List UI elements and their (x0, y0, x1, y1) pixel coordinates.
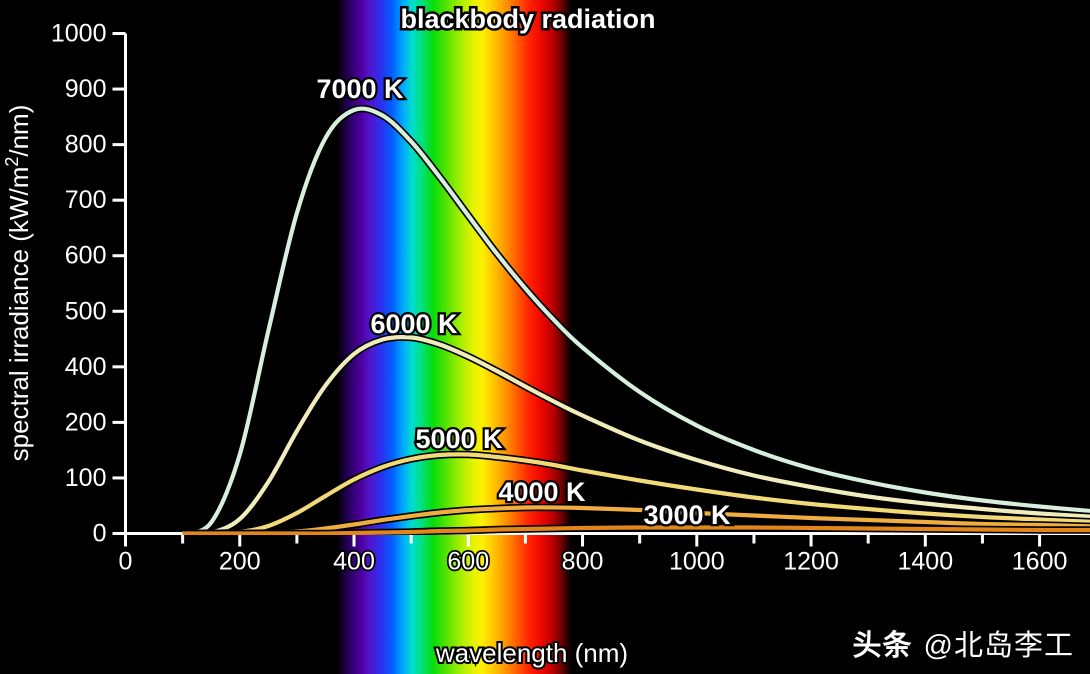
y-tick-label: 700 (65, 186, 107, 214)
y-axis-title: spectral irradiance (kW/m2/nm) (2, 105, 34, 462)
x-tick-label: 1000 (669, 548, 725, 576)
y-tick-label: 600 (65, 242, 107, 270)
x-axis-title: wavelength (nm) (435, 638, 628, 668)
curve-label-3000K: 3000 K (643, 500, 731, 530)
y-tick-labels: 0 100 200 400 500 600 700 800 900 1000 (51, 20, 107, 548)
curve-7000K (181, 106, 1090, 535)
curve-5000K (182, 452, 1090, 535)
x-tick-label: 1200 (783, 548, 839, 576)
watermark: 头条 @北岛李工 (853, 622, 1074, 664)
y-tick-label: 1000 (51, 20, 107, 48)
curve-3000K (182, 525, 1090, 535)
y-tick-label: 400 (65, 353, 107, 381)
y-tick-label: 900 (65, 75, 107, 103)
x-tick-label: 600 (447, 548, 489, 576)
x-tick-label: 200 (219, 548, 261, 576)
axes (112, 32, 1090, 547)
x-tick-label: 1600 (1012, 548, 1068, 576)
y-tick-label: 800 (65, 131, 107, 159)
curve-outline-7000K (181, 104, 1090, 535)
x-tick-label: 1400 (898, 548, 954, 576)
curve-label-6000K: 6000 K (370, 309, 458, 339)
y-tick-label: 200 (65, 408, 107, 436)
y-tick-label: 500 (65, 297, 107, 325)
blackbody-curves (181, 104, 1090, 535)
curve-label-7000K: 7000 K (316, 74, 404, 104)
y-tick-label: 100 (65, 464, 107, 492)
y-tick-label: 0 (93, 520, 107, 548)
curve-label-4000K: 4000 K (498, 477, 586, 507)
curve-6000K (182, 334, 1090, 535)
watermark-handle: @北岛李工 (923, 630, 1074, 662)
watermark-brand: 头条 (852, 630, 913, 662)
chart-title: blackbody radiation (400, 4, 655, 34)
x-tick-label: 400 (333, 548, 375, 576)
x-tick-label: 800 (562, 548, 604, 576)
x-tick-label: 0 (119, 548, 133, 576)
curve-label-5000K: 5000 K (415, 424, 503, 454)
x-tick-labels: 0 200 400 600 800 1000 1200 1400 1600 (117, 546, 1069, 578)
curve-labels: 7000 K 6000 K 5000 K 4000 K 3000 K (314, 72, 733, 533)
